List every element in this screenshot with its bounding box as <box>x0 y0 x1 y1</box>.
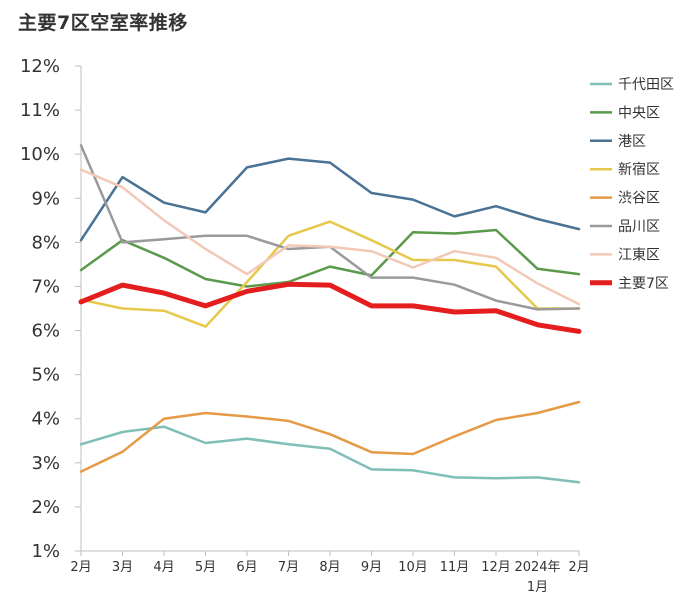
x-tick-label: 8月 <box>319 560 340 575</box>
y-tick-label: 8% <box>31 232 60 253</box>
x-tick-label: 12月 <box>481 560 511 575</box>
x-tick-label: 2024年 <box>514 560 560 575</box>
series-line-1 <box>79 425 581 484</box>
y-tick-label: 10% <box>20 144 60 165</box>
legend-label: 中央区 <box>618 105 660 121</box>
legend-label: 主要7区 <box>618 276 669 292</box>
y-tick-label: 9% <box>31 188 60 209</box>
x-tick-label: 4月 <box>153 560 174 575</box>
series-layer <box>78 144 582 484</box>
x-tick-label: 2月 <box>70 560 91 575</box>
legend-label: 江東区 <box>618 247 660 263</box>
legend-label: 千代田区 <box>618 77 674 93</box>
y-tick-label: 6% <box>31 321 60 342</box>
x-tick-label: 2月 <box>568 560 589 575</box>
x-tick-label: 5月 <box>195 560 216 575</box>
legend-label: 港区 <box>618 134 646 150</box>
series-line-4 <box>79 220 581 328</box>
y-tick-label: 4% <box>31 409 60 430</box>
series-line-2 <box>79 228 581 288</box>
chart-title: 主要7区空室率推移 <box>18 12 188 34</box>
x-tick-sublabel: 1月 <box>527 580 548 595</box>
y-tick-label: 3% <box>31 453 60 474</box>
x-tick-label: 9月 <box>361 560 382 575</box>
axis-layer: 1% 2% 3% 4% 5% 6% 7% 8% 9% 10% 11% 12% 2月 3月 4月 5月 6月 7月 8… <box>20 56 590 595</box>
x-tick-label: 11月 <box>440 560 470 575</box>
y-tick-label: 2% <box>31 497 60 518</box>
x-tick-label: 6月 <box>236 560 257 575</box>
series-line-7 <box>79 168 581 306</box>
x-tick-label: 7月 <box>278 560 299 575</box>
series-line-8 <box>78 281 582 334</box>
legend-label: 品川区 <box>618 219 660 235</box>
series-line-3 <box>79 157 581 242</box>
y-tick-label: 11% <box>20 100 60 121</box>
legend-label: 新宿区 <box>618 161 660 178</box>
y-tick-label: 12% <box>20 56 60 77</box>
y-tick-label: 5% <box>31 365 60 386</box>
x-tick-label: 3月 <box>112 560 133 575</box>
x-tick-label: 10月 <box>398 560 428 575</box>
series-line-5 <box>79 400 581 473</box>
legend-label: 渋谷区 <box>618 191 660 207</box>
y-tick-label: 7% <box>31 276 60 297</box>
y-tick-label: 1% <box>31 541 60 562</box>
